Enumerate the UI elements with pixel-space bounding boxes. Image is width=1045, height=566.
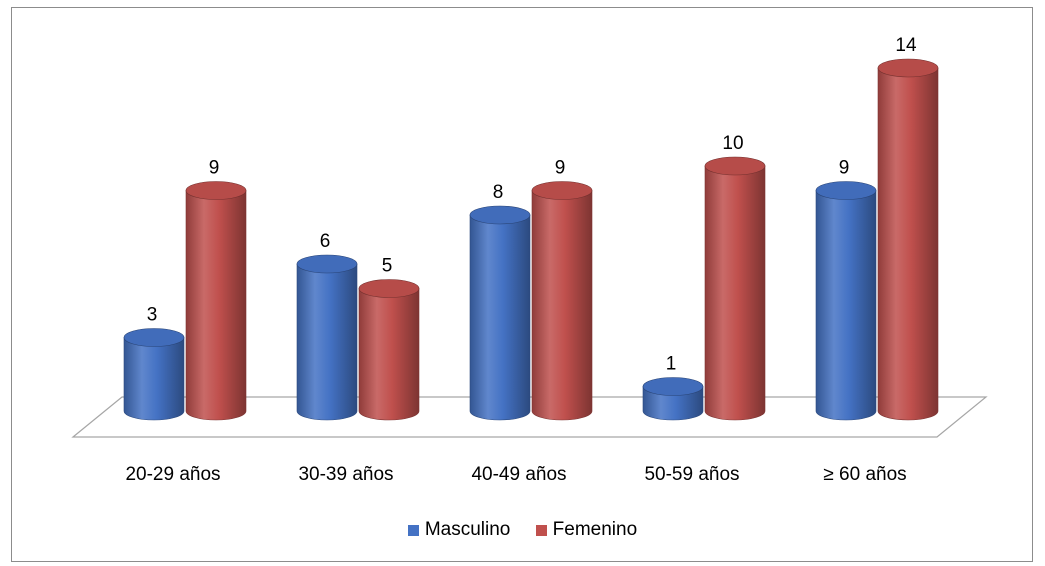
bar-body — [878, 68, 938, 420]
data-label-masculino-3: 8 — [493, 182, 504, 203]
data-label-femenino-3: 9 — [555, 158, 566, 179]
bar-top — [359, 280, 419, 298]
category-label-2: 30-39 años — [298, 464, 393, 485]
legend-item-masculino: Masculino — [408, 519, 511, 541]
bar-top — [878, 59, 938, 77]
legend-label-masculino: Masculino — [425, 519, 511, 541]
category-label-4: 50-59 años — [644, 464, 739, 485]
bar-masculino-4 — [643, 378, 703, 421]
bar-body — [297, 264, 357, 420]
bar-top — [124, 329, 184, 347]
bar-body — [816, 191, 876, 421]
data-label-femenino-2: 5 — [382, 256, 393, 277]
data-label-masculino-2: 6 — [320, 231, 331, 252]
bar-top — [816, 182, 876, 200]
legend-swatch-femenino — [536, 525, 547, 536]
data-label-masculino-1: 3 — [147, 305, 158, 326]
bar-masculino-2 — [297, 255, 357, 420]
bar-femenino-1 — [186, 182, 246, 421]
legend-label-femenino: Femenino — [553, 519, 638, 541]
bar-masculino-1 — [124, 329, 184, 421]
data-label-masculino-4: 1 — [666, 354, 677, 375]
data-label-masculino-5: 9 — [839, 158, 850, 179]
bar-top — [297, 255, 357, 273]
legend-item-femenino: Femenino — [536, 519, 638, 541]
bar-body — [124, 338, 184, 421]
bar-masculino-5 — [816, 182, 876, 421]
bar-top — [643, 378, 703, 396]
bar-femenino-2 — [359, 280, 419, 421]
legend-swatch-masculino — [408, 525, 419, 536]
bar-top — [186, 182, 246, 200]
chart-legend: Masculino Femenino — [0, 519, 1045, 542]
category-label-5: ≥ 60 años — [823, 464, 906, 485]
bar-femenino-3 — [532, 182, 592, 421]
data-label-femenino-5: 14 — [895, 35, 917, 56]
data-label-femenino-1: 9 — [209, 158, 220, 179]
data-label-femenino-4: 10 — [722, 133, 743, 154]
category-label-3: 40-49 años — [471, 464, 566, 485]
bar-top — [532, 182, 592, 200]
bar-top — [470, 206, 530, 224]
bar-body — [359, 289, 419, 421]
bar-body — [705, 166, 765, 420]
bar-femenino-4 — [705, 157, 765, 420]
bar-masculino-3 — [470, 206, 530, 420]
bar-top — [705, 157, 765, 175]
bar-body — [186, 191, 246, 421]
bar-femenino-5 — [878, 59, 938, 420]
category-label-1: 20-29 años — [125, 464, 220, 485]
bar-body — [470, 215, 530, 420]
bar-body — [532, 191, 592, 421]
